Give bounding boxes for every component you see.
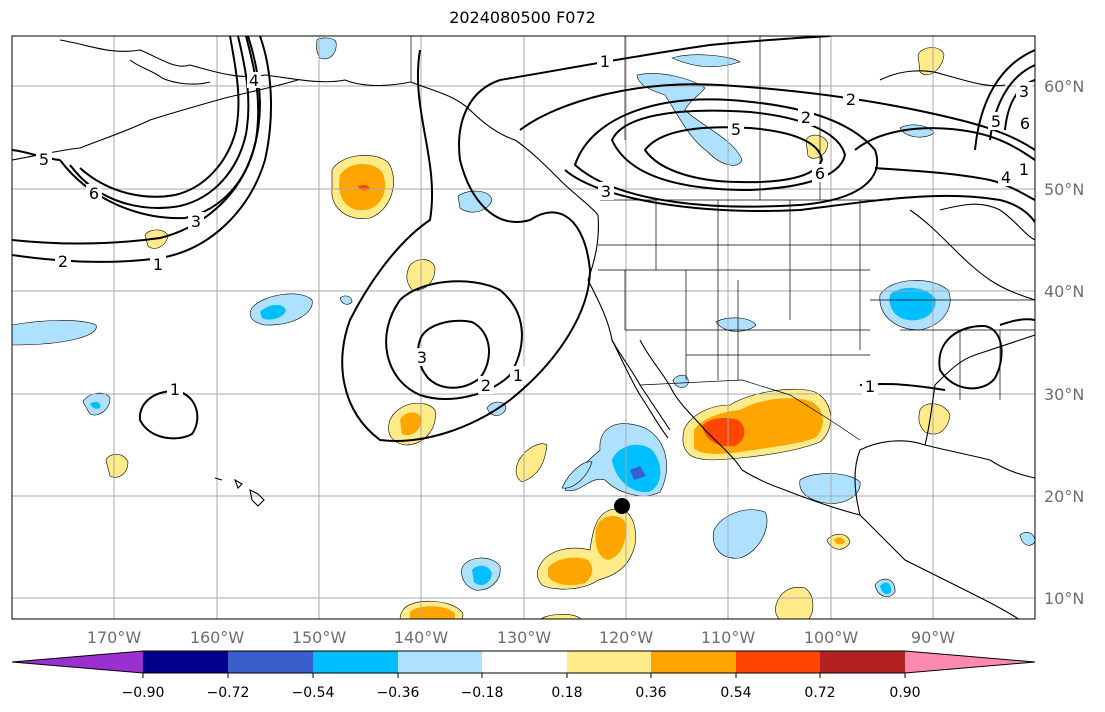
contour-label: 3 [1019, 82, 1029, 101]
colorbar: −0.90 −0.72 −0.54 −0.36 −0.18 0.18 0.36 … [11, 650, 1036, 701]
contour-label: 5 [39, 150, 49, 169]
lon-label: 150°W [292, 628, 347, 647]
contour-label: 4 [249, 71, 259, 90]
contour-label: 1 [153, 255, 163, 274]
colorbar-tick: −0.54 [292, 685, 335, 701]
contour-label: 1 [170, 380, 180, 399]
contour-label: 5 [731, 120, 741, 139]
contour-label-group: 1 2 3 4 5 6 1 2 3 5 6 2 1 2 [36, 52, 1033, 399]
lon-label: 110°W [701, 628, 756, 647]
contour-label: 6 [815, 164, 825, 183]
colorbar-tick: 0.54 [720, 685, 751, 701]
contour-label: 2 [481, 376, 491, 395]
lon-label: 130°W [497, 628, 552, 647]
storm-marker [614, 498, 630, 514]
map-frame [11, 35, 1036, 620]
lon-label: 140°W [394, 628, 449, 647]
contour-label: 4 [1001, 168, 1011, 187]
lat-label: 40°N [1044, 282, 1084, 301]
contour-label: 6 [89, 184, 99, 203]
colorbar-segment [482, 651, 567, 673]
colorbar-tick: 0.72 [804, 685, 835, 701]
lon-label: 160°W [190, 628, 245, 647]
colorbar-tick: −0.18 [461, 685, 504, 701]
colorbar-segment [736, 651, 820, 673]
contour-label: 2 [58, 252, 68, 271]
colorbar-segment [820, 651, 905, 673]
colorbar-tick: −0.36 [377, 685, 420, 701]
contour-label: 2 [846, 90, 856, 109]
contour-label: 3 [417, 348, 427, 367]
lon-label: 100°W [804, 628, 859, 647]
colorbar-segment [313, 651, 398, 673]
map-content: 1 2 3 4 5 6 1 2 3 5 6 2 1 2 [12, 36, 1035, 619]
colorbar-tick: −0.72 [207, 685, 250, 701]
colorbar-tick: 0.36 [635, 685, 666, 701]
lon-label: 120°W [599, 628, 654, 647]
colorbar-extend-low [12, 651, 143, 673]
map-title: 2024080500 F072 [449, 8, 596, 27]
political-borders [410, 36, 1035, 441]
lat-label: 30°N [1044, 385, 1084, 404]
contour-label: 1 [865, 377, 875, 396]
latitude-labels: 60°N 50°N 40°N 30°N 20°N 10°N [1044, 77, 1084, 608]
colorbar-segment [143, 651, 228, 673]
lat-label: 20°N [1044, 487, 1084, 506]
lat-label: 60°N [1044, 77, 1084, 96]
colorbar-tick: 0.90 [889, 685, 920, 701]
lon-label: 90°W [911, 628, 955, 647]
colorbar-tick: −0.90 [122, 685, 165, 701]
colorbar-segment [651, 651, 736, 673]
contour-label: 6 [1020, 114, 1030, 133]
contour-label: 1 [600, 52, 610, 71]
contour-label: 5 [991, 112, 1001, 131]
colorbar-segment [228, 651, 313, 673]
colorbar-extend-high [905, 651, 1035, 673]
anomaly-contours [12, 36, 1035, 442]
contour-label: 1 [1019, 160, 1029, 179]
contour-label: 1 [513, 366, 523, 385]
colorbar-tick: 0.18 [551, 685, 582, 701]
contour-label: 3 [191, 212, 201, 231]
longitude-labels: 170°W 160°W 150°W 140°W 130°W 120°W 110°… [87, 628, 955, 647]
contour-label: 2 [801, 108, 811, 127]
colorbar-segment [398, 651, 482, 673]
lat-label: 50°N [1044, 180, 1084, 199]
lat-label: 10°N [1044, 589, 1084, 608]
negative-anomaly-strong [630, 466, 646, 480]
lon-label: 170°W [87, 628, 142, 647]
colorbar-segment [567, 651, 651, 673]
contour-label: 3 [601, 182, 611, 201]
